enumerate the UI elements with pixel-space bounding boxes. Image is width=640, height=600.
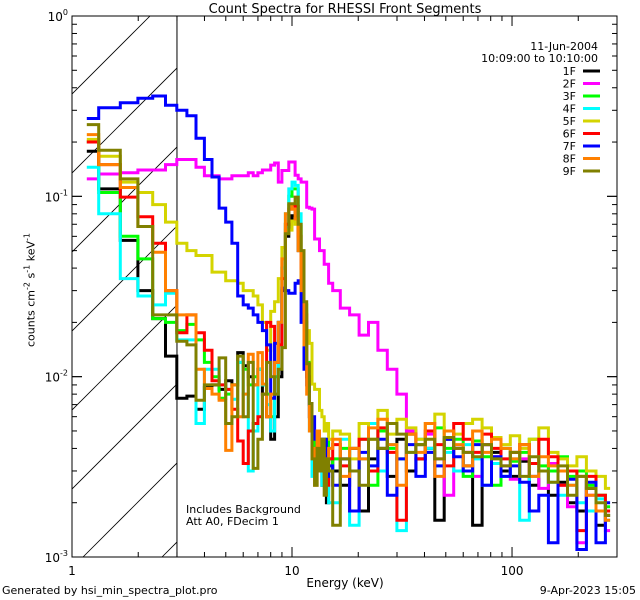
legend-label-4F: 4F	[563, 103, 576, 116]
legend-label-7F: 7F	[563, 140, 576, 153]
annotation-background: Includes Background	[186, 503, 301, 516]
ylabel-exp: -2	[22, 281, 32, 290]
legend-label-6F: 6F	[563, 128, 576, 141]
series-line-9F	[86, 123, 611, 527]
legend-label-2F: 2F	[563, 78, 576, 91]
y-tick-exponent: -2	[60, 369, 68, 378]
y-tick-label: 10-1	[45, 188, 68, 204]
legend-date: 11-Jun-2004	[530, 40, 598, 53]
ylabel-exp: -1	[22, 233, 32, 241]
y-tick-label: 10-3	[45, 549, 68, 565]
hatch-line	[72, 225, 177, 332]
footer-timestamp: 9-Apr-2023 15:05	[539, 584, 636, 597]
y-tick-base: 10	[48, 10, 63, 24]
plot-frame	[71, 15, 618, 558]
series-line-8F	[86, 133, 611, 522]
y-tick-label: 100	[48, 8, 68, 24]
footer-generated-by: Generated by hsi_min_spectra_plot.pro	[2, 584, 218, 597]
x-tick-label: 100	[501, 564, 524, 578]
ylabel-part: keV	[24, 240, 38, 265]
legend-label-9F: 9F	[563, 165, 576, 178]
hatch-line	[636, 0, 640, 557]
hatch-line	[72, 304, 177, 411]
annotation-attenuator: Att A0, FDecim 1	[186, 515, 279, 528]
y-tick-exponent: 0	[63, 8, 68, 17]
chart-title: Count Spectra for RHESSI Front Segments	[208, 2, 482, 17]
y-tick-label: 10-2	[45, 369, 68, 385]
y-tick-exponent: -1	[60, 188, 68, 197]
legend-label-3F: 3F	[563, 90, 576, 103]
y-tick-base: 10	[45, 371, 60, 385]
y-axis-label: counts cm-2 s-1 keV-1	[22, 233, 38, 347]
x-axis-label: Energy (keV)	[306, 576, 384, 590]
hatch-line	[0, 0, 130, 557]
y-tick-exponent: -3	[60, 549, 68, 558]
ylabel-exp: -1	[22, 264, 32, 273]
y-tick-base: 10	[45, 190, 60, 204]
hatch-line	[72, 67, 177, 174]
y-tick-base: 10	[45, 551, 60, 565]
hatch-line	[72, 16, 151, 95]
hatched-region	[0, 0, 640, 557]
series-line-5F	[86, 137, 611, 490]
hatch-lines	[0, 0, 640, 557]
legend-label-5F: 5F	[563, 115, 576, 128]
x-tick-label: 10	[284, 564, 299, 578]
hatch-line	[72, 383, 177, 490]
legend-label-1F: 1F	[563, 65, 576, 78]
legend-label-8F: 8F	[563, 153, 576, 166]
ylabel-part: s	[24, 272, 38, 282]
legend-time-range: 10:09:00 to 10:10:00	[481, 52, 598, 65]
ylabel-part: counts cm	[24, 289, 38, 347]
x-tick-label: 1	[68, 564, 76, 578]
